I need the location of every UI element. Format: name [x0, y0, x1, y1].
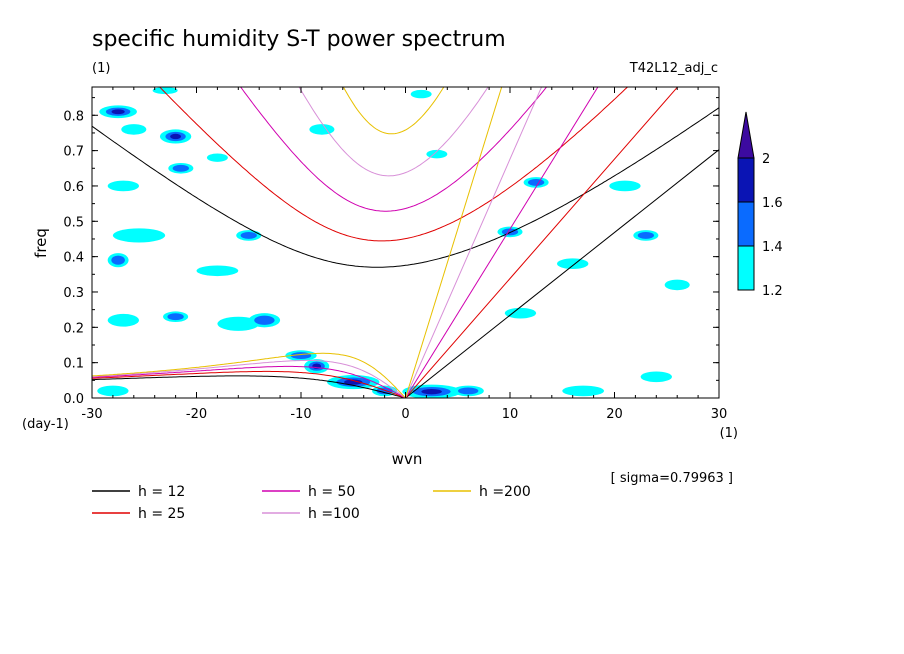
contour-region [170, 133, 182, 140]
contour-fill-layer [97, 87, 690, 398]
legend-label: h = 12 [138, 484, 185, 500]
colorbar-arrow [737, 111, 755, 159]
dispersion-curve [92, 107, 719, 268]
contour-region [344, 379, 363, 385]
x-tick-label: -30 [81, 407, 102, 422]
contour-region [196, 265, 239, 277]
dispersion-curve [342, 87, 445, 135]
y-tick-label: 0.1 [63, 357, 84, 372]
dispersion-curve [405, 87, 599, 398]
y-unit-label: (day-1) [22, 417, 69, 432]
colorbar-segment [737, 201, 755, 247]
contour-region [121, 124, 147, 135]
x-unit-label: (1) [720, 426, 738, 441]
y-tick-label: 0.4 [63, 251, 84, 266]
colorbar-segment [737, 157, 755, 203]
contour-region [172, 164, 189, 172]
colorbar: 2 1.6 1.4 1.2 [737, 111, 783, 299]
x-tick-label: 30 [711, 407, 728, 422]
dispersion-curve [92, 365, 407, 398]
contour-region [111, 109, 125, 115]
contour-region [206, 153, 228, 162]
legend: h = 12 h = 25 h = 50 h =100 h =200 [92, 484, 531, 522]
y-tick-label: 0.8 [63, 109, 84, 124]
y-tick-label: 0.2 [63, 321, 84, 336]
contour-region [112, 228, 166, 243]
legend-label: h =100 [308, 506, 360, 522]
x-axis: -30 -20 -10 0 10 20 30 [81, 87, 727, 422]
contour-region [410, 89, 432, 99]
contour-region [240, 231, 257, 239]
dispersion-curve [298, 87, 489, 177]
dispersion-curve [405, 87, 503, 398]
y-axis-title: freq [32, 228, 50, 258]
dispersion-curve [240, 87, 548, 212]
contour-region [640, 371, 672, 383]
contour-region [152, 87, 178, 95]
dispersion-curves-layer [92, 87, 719, 398]
contour-region [557, 258, 589, 270]
x-axis-title: wvn [392, 450, 423, 468]
contour-region [254, 315, 275, 325]
colorbar-label: 1.6 [762, 196, 783, 211]
contour-region [562, 385, 605, 397]
y-tick-label: 0.0 [63, 392, 84, 407]
contour-region [504, 307, 537, 319]
y-tick-label: 0.7 [63, 145, 84, 160]
contour-region [111, 255, 125, 265]
contour-region [421, 388, 442, 395]
dispersion-curve [92, 352, 407, 398]
contour-region [527, 178, 545, 186]
dispersion-curve [158, 87, 629, 242]
x-tick-label: 10 [502, 407, 519, 422]
contour-region [97, 385, 129, 397]
colorbar-label: 2 [762, 152, 770, 167]
y-tick-label: 0.3 [63, 286, 84, 301]
contour-region [107, 180, 140, 192]
dispersion-curve [405, 87, 679, 398]
contour-region [664, 279, 690, 291]
x-tick-label: -20 [186, 407, 207, 422]
chart-subtitle-left: (1) [92, 61, 110, 76]
chart-subtitle-right: T42L12_adj_c [629, 61, 718, 76]
dispersion-curve [405, 87, 543, 398]
contour-region [107, 313, 140, 327]
colorbar-label: 1.2 [762, 284, 783, 299]
colorbar-label: 1.4 [762, 240, 783, 255]
dispersion-curve [92, 370, 407, 398]
legend-label: h = 50 [308, 484, 355, 500]
legend-label: h =200 [479, 484, 531, 500]
y-tick-label: 0.5 [63, 215, 84, 230]
x-tick-label: 0 [401, 407, 409, 422]
dispersion-curve [92, 375, 408, 398]
y-tick-label: 0.6 [63, 180, 84, 195]
contour-region [609, 180, 641, 192]
x-tick-label: 20 [606, 407, 623, 422]
x-tick-label: -10 [290, 407, 311, 422]
y-axis: 0.0 0.1 0.2 0.3 0.4 0.5 0.6 0.7 0.8 [63, 97, 719, 407]
legend-label: h = 25 [138, 506, 185, 522]
contour-region [637, 231, 655, 239]
contour-region [167, 313, 184, 321]
colorbar-segment [737, 245, 755, 291]
dispersion-curve [92, 359, 407, 398]
contour-region [309, 124, 335, 135]
dispersion-curve [405, 149, 719, 398]
chart-title: specific humidity S-T power spectrum [92, 27, 506, 52]
contour-region [458, 387, 479, 395]
sigma-note: [ sigma=0.79963 ] [611, 471, 733, 486]
